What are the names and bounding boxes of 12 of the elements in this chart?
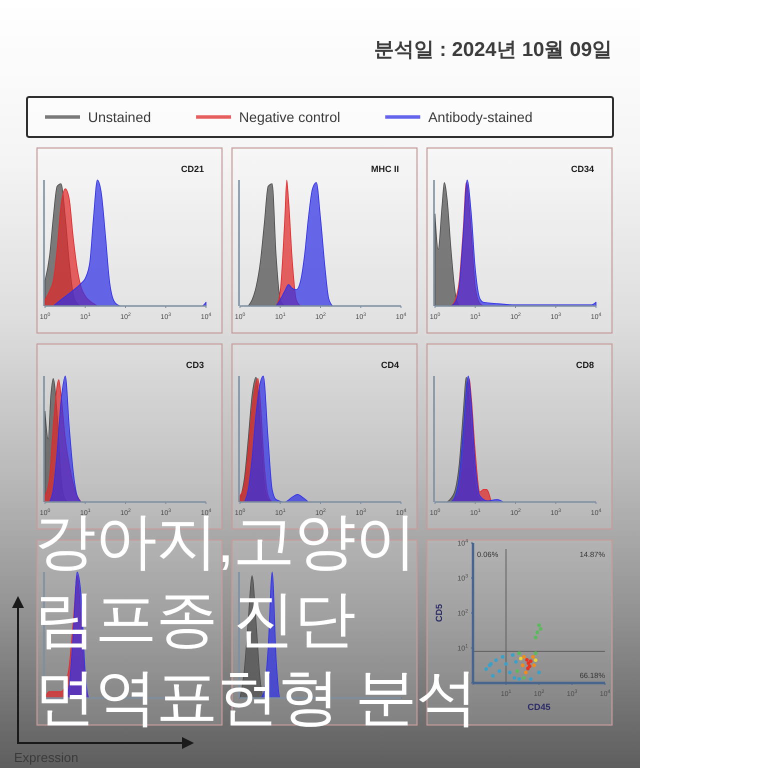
chart-title: CD8	[576, 360, 594, 370]
legend-label: Unstained	[88, 109, 152, 125]
chart-title: CD34	[570, 164, 594, 174]
chart-title: MHC II	[371, 164, 399, 174]
y-axis-title: CD5	[434, 604, 444, 622]
chart-title: CD21	[180, 164, 204, 174]
legend-label: Negative control	[239, 109, 340, 125]
text: 분석일 : 2024년 10월 09일	[374, 38, 612, 63]
chart-title: CD3	[186, 360, 204, 370]
chart-title: CD4	[380, 360, 399, 370]
x-axis-title: CD45	[527, 702, 551, 712]
legend-label: Antibody-stained	[428, 109, 533, 125]
